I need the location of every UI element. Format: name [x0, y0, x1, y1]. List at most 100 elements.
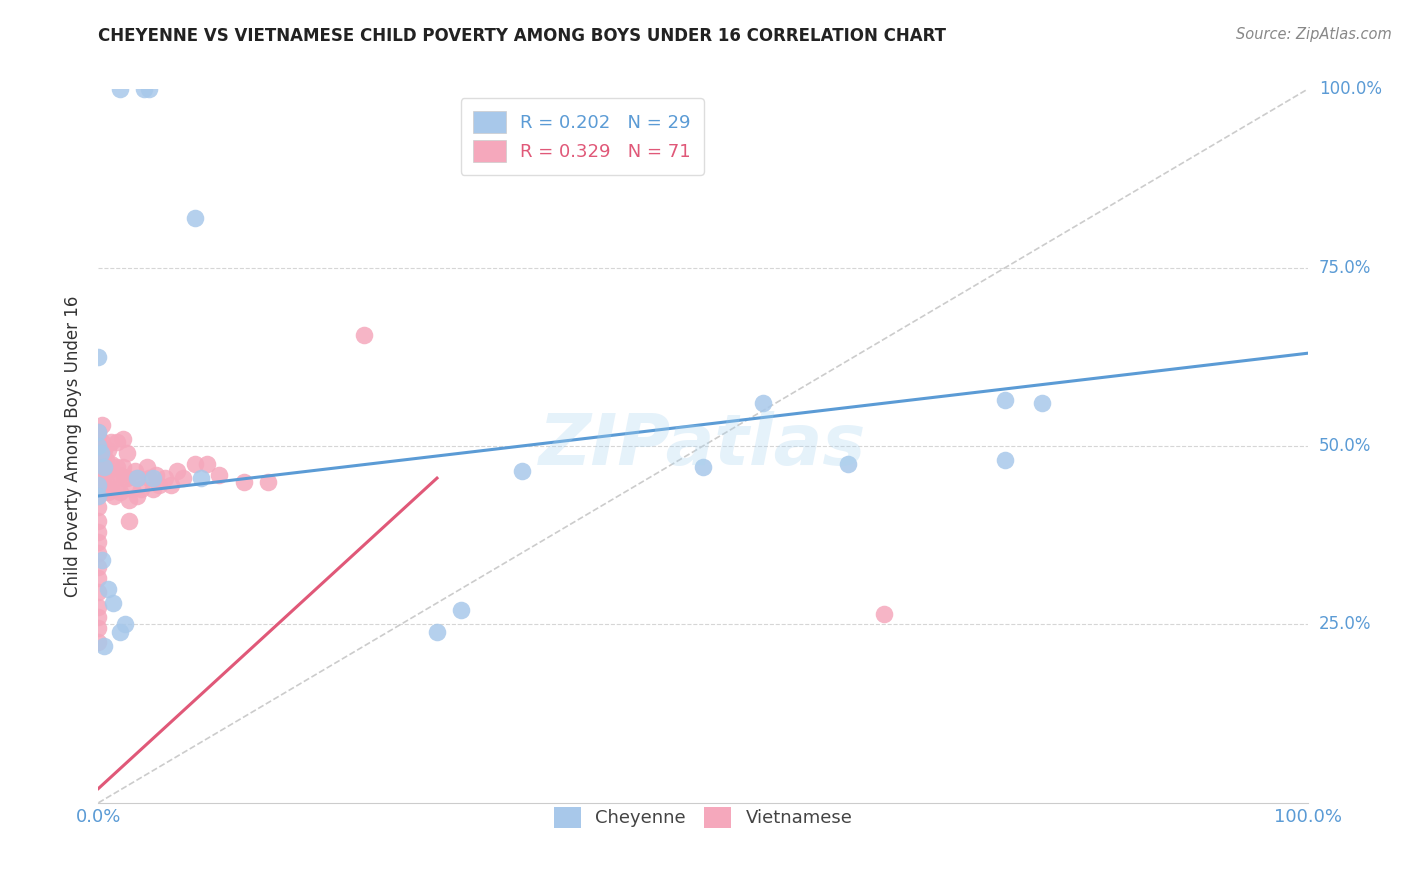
Point — [87, 350, 110, 364]
Point — [135, 460, 157, 475]
Point — [87, 610, 110, 624]
Point — [105, 482, 128, 496]
Point — [138, 471, 160, 485]
Point — [752, 396, 775, 410]
Point — [87, 599, 110, 614]
Point — [87, 478, 110, 492]
Point — [87, 571, 110, 585]
Text: 75.0%: 75.0% — [1319, 259, 1371, 277]
Point — [87, 439, 110, 453]
Point — [87, 450, 110, 464]
Point — [87, 514, 110, 528]
Point — [91, 435, 114, 450]
Text: 25.0%: 25.0% — [1319, 615, 1371, 633]
Point — [93, 442, 115, 457]
Point — [692, 460, 714, 475]
Point — [172, 471, 194, 485]
Point — [114, 617, 136, 632]
Point — [138, 82, 160, 96]
Point — [166, 464, 188, 478]
Point — [127, 471, 149, 485]
Point — [87, 535, 110, 549]
Point — [87, 546, 110, 560]
Point — [117, 471, 139, 485]
Point — [93, 639, 115, 653]
Point — [105, 460, 128, 475]
Point — [114, 471, 136, 485]
Point — [90, 446, 112, 460]
Point — [98, 482, 121, 496]
Point — [87, 425, 110, 439]
Point — [184, 457, 207, 471]
Text: ZIPatlas: ZIPatlas — [540, 411, 866, 481]
Point — [93, 457, 115, 471]
Point — [426, 624, 449, 639]
Point — [190, 471, 212, 485]
Point — [100, 435, 122, 450]
Point — [837, 457, 859, 471]
Point — [127, 471, 149, 485]
Point — [994, 453, 1017, 467]
Point — [87, 621, 110, 635]
Point — [101, 467, 124, 482]
Point — [94, 475, 117, 489]
Point — [129, 482, 152, 496]
Point — [153, 471, 176, 485]
Legend: Cheyenne, Vietnamese: Cheyenne, Vietnamese — [544, 797, 862, 837]
Point — [510, 464, 533, 478]
Point — [87, 489, 110, 503]
Point — [87, 524, 110, 539]
Point — [1031, 396, 1053, 410]
Point — [100, 457, 122, 471]
Point — [87, 460, 110, 475]
Point — [134, 82, 156, 96]
Point — [91, 553, 114, 567]
Point — [87, 435, 110, 450]
Point — [103, 489, 125, 503]
Point — [87, 489, 110, 503]
Point — [994, 392, 1017, 407]
Point — [93, 467, 115, 482]
Point — [232, 475, 254, 489]
Point — [97, 442, 120, 457]
Point — [160, 478, 183, 492]
Point — [87, 635, 110, 649]
Point — [100, 482, 122, 496]
Point — [87, 478, 110, 492]
Point — [256, 475, 278, 489]
Point — [97, 464, 120, 478]
Point — [97, 582, 120, 596]
Point — [94, 453, 117, 467]
Point — [450, 603, 472, 617]
Point — [117, 446, 139, 460]
Point — [108, 624, 131, 639]
Text: 50.0%: 50.0% — [1319, 437, 1371, 455]
Point — [87, 585, 110, 599]
Point — [142, 471, 165, 485]
Point — [873, 607, 896, 621]
Point — [195, 457, 218, 471]
Point — [353, 328, 375, 343]
Point — [118, 514, 141, 528]
Text: Source: ZipAtlas.com: Source: ZipAtlas.com — [1236, 27, 1392, 42]
Text: CHEYENNE VS VIETNAMESE CHILD POVERTY AMONG BOYS UNDER 16 CORRELATION CHART: CHEYENNE VS VIETNAMESE CHILD POVERTY AMO… — [98, 27, 946, 45]
Point — [93, 460, 115, 475]
Point — [127, 489, 149, 503]
Y-axis label: Child Poverty Among Boys Under 16: Child Poverty Among Boys Under 16 — [65, 295, 83, 597]
Point — [121, 482, 143, 496]
Point — [108, 485, 131, 500]
Point — [97, 485, 120, 500]
Point — [87, 428, 110, 442]
Point — [148, 478, 170, 492]
Point — [87, 500, 110, 514]
Point — [108, 467, 131, 482]
Point — [91, 417, 114, 432]
Point — [118, 492, 141, 507]
Point — [111, 432, 134, 446]
Point — [87, 425, 110, 439]
Point — [101, 596, 124, 610]
Point — [87, 442, 110, 457]
Point — [184, 211, 207, 225]
Point — [87, 560, 110, 574]
Text: 100.0%: 100.0% — [1319, 80, 1382, 98]
